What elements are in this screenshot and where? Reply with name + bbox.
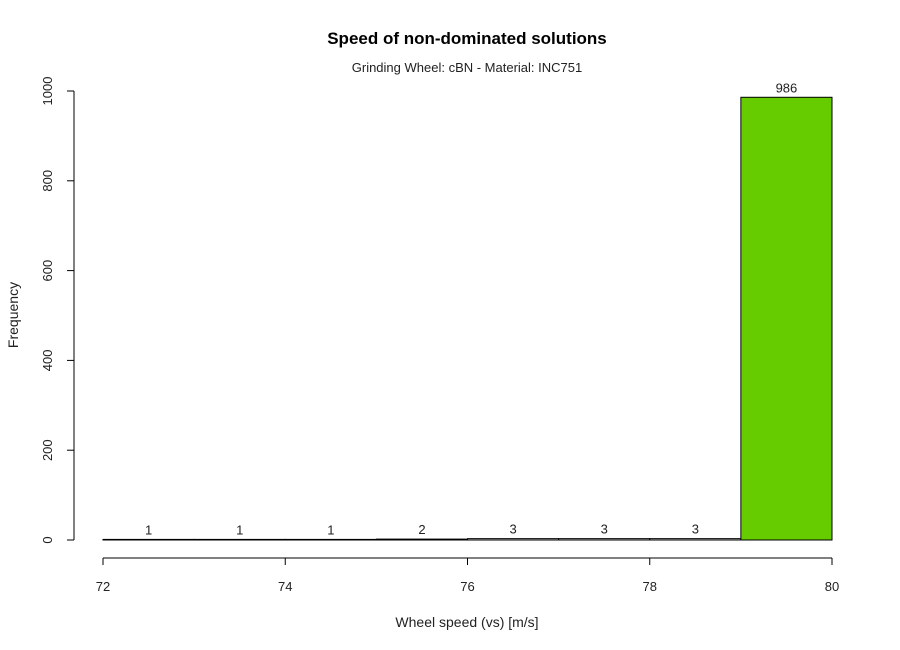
x-tick-label: 74 xyxy=(278,579,292,594)
histogram-bar xyxy=(284,538,377,541)
bars-layer xyxy=(102,96,833,541)
y-tick-label: 1000 xyxy=(40,77,55,106)
bar-count-label: 3 xyxy=(601,522,608,537)
y-tick-label: 0 xyxy=(40,536,55,543)
histogram-bar xyxy=(740,96,833,541)
bar-count-label: 2 xyxy=(418,522,425,537)
bar-labels-layer: 1 1 1 2 3 3 3 986 xyxy=(145,80,797,537)
x-tick-label: 80 xyxy=(825,579,839,594)
bar-count-label: 1 xyxy=(145,523,152,538)
bar-count-label: 3 xyxy=(692,522,699,537)
histogram-bar xyxy=(375,538,468,541)
histogram-bar xyxy=(467,538,560,541)
x-tick-label: 78 xyxy=(643,579,657,594)
bar-count-label: 1 xyxy=(327,523,334,538)
x-axis-label: Wheel speed (vs) [m/s] xyxy=(395,614,538,630)
histogram-bar xyxy=(193,538,286,541)
y-tick-label: 600 xyxy=(40,260,55,282)
histogram-bar xyxy=(649,538,742,541)
x-axis: 72 74 76 78 80 xyxy=(96,557,839,594)
y-axis: 0 200 400 600 800 1000 xyxy=(40,77,75,544)
y-tick-label: 200 xyxy=(40,439,55,461)
x-tick-label: 76 xyxy=(460,579,474,594)
y-tick-label: 400 xyxy=(40,350,55,372)
bar-count-label: 3 xyxy=(509,522,516,537)
bar-count-label: 986 xyxy=(776,80,798,95)
chart-subtitle: Grinding Wheel: cBN - Material: INC751 xyxy=(352,60,582,75)
x-tick-label: 72 xyxy=(96,579,110,594)
histogram-bar xyxy=(558,538,651,541)
y-axis-label: Frequency xyxy=(5,282,21,348)
histogram-bar xyxy=(102,538,195,541)
y-tick-label: 800 xyxy=(40,170,55,192)
bar-count-label: 1 xyxy=(236,523,243,538)
chart-title: Speed of non-dominated solutions xyxy=(327,29,607,48)
